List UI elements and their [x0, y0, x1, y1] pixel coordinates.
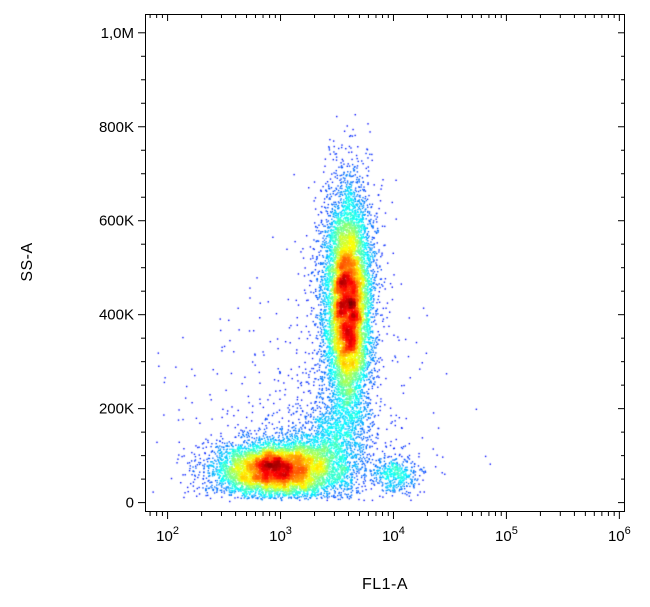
y-tick-label: 200K: [99, 401, 134, 418]
x-tick-label: 104: [382, 525, 405, 545]
y-tick-label: 1,0M: [101, 25, 134, 42]
x-tick-label: 105: [495, 525, 518, 545]
x-tick-label: 103: [269, 525, 292, 545]
y-tick-label: 0: [126, 495, 134, 512]
scatter-plot-canvas: [145, 14, 625, 512]
y-tick-label: 600K: [99, 213, 134, 230]
x-tick-label: 102: [156, 525, 179, 545]
y-axis-title: SS-A: [19, 242, 36, 282]
y-tick-label: 800K: [99, 119, 134, 136]
x-axis-title: FL1-A: [361, 576, 409, 593]
x-tick-label: 106: [608, 525, 631, 545]
y-tick-label: 400K: [99, 307, 134, 324]
